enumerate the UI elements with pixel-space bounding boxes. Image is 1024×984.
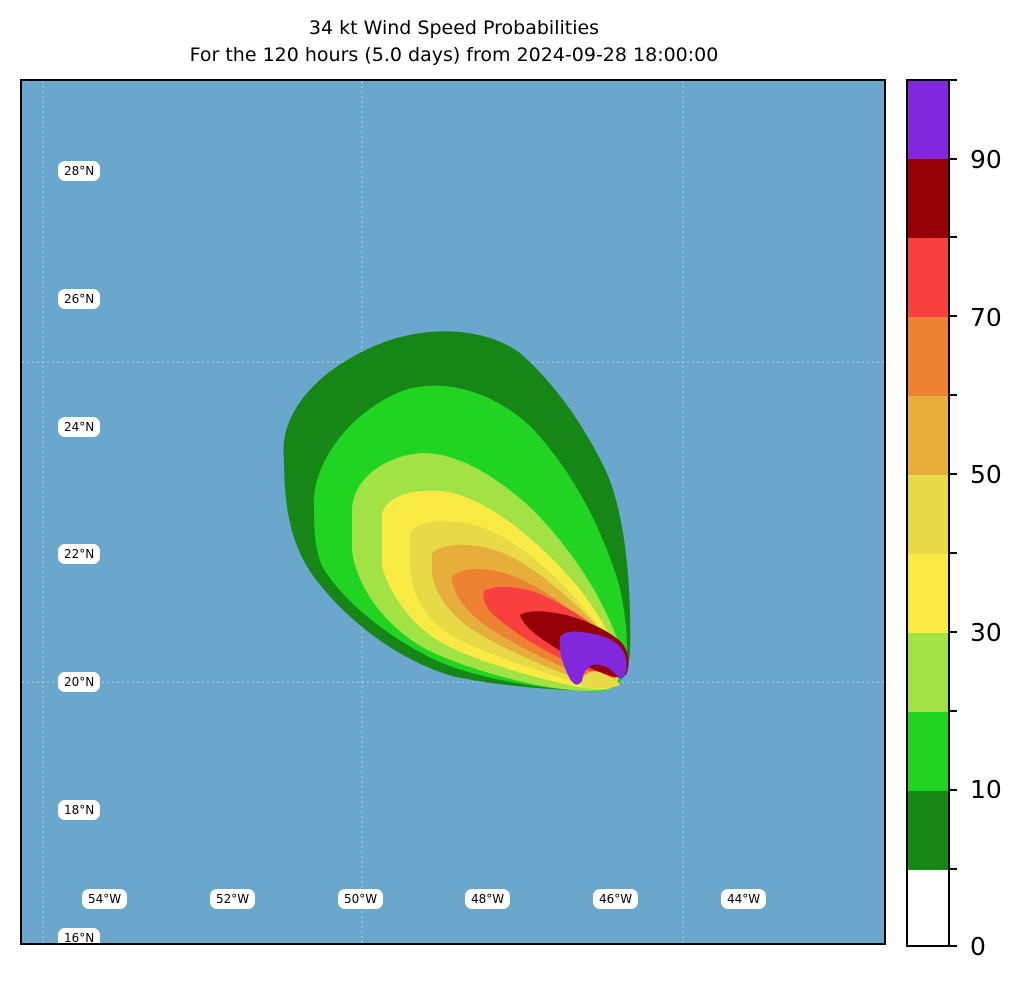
colorbar-segment-5-10	[908, 791, 948, 870]
map-layers	[22, 81, 884, 943]
colorbar-label-90: 90	[970, 145, 1002, 174]
colorbar-tick	[950, 631, 957, 633]
colorbar-tick	[950, 868, 957, 870]
colorbar-segment-0-5	[908, 870, 948, 945]
lat-label-16n: 16°N	[58, 928, 101, 943]
lat-label-20n: 20°N	[58, 672, 101, 692]
colorbar-segment-20-30	[908, 633, 948, 712]
colorbar-tick	[950, 710, 957, 712]
colorbar-segment-60-70	[908, 317, 948, 396]
lon-label-52w: 52°W	[210, 889, 256, 909]
lat-label-22n: 22°N	[58, 544, 101, 564]
colorbar-tick	[950, 789, 957, 791]
lon-label-50w: 50°W	[338, 889, 384, 909]
colorbar-tick	[950, 236, 957, 238]
colorbar-label-30: 30	[970, 618, 1002, 647]
colorbar-segment-10-20	[908, 712, 948, 791]
prob-band-90-100	[559, 631, 627, 685]
prob-notch	[582, 671, 620, 689]
colorbar-tick	[950, 473, 957, 475]
chart-subtitle: For the 120 hours (5.0 days) from 2024-0…	[189, 44, 719, 66]
lon-label-44w: 44°W	[721, 889, 767, 909]
colorbar-tick	[950, 394, 957, 396]
colorbar-segment-70-80	[908, 238, 948, 317]
colorbar-label-50: 50	[970, 460, 1002, 489]
colorbar-segment-80-90	[908, 159, 948, 238]
colorbar-tick	[950, 315, 957, 317]
lon-label-46w: 46°W	[593, 889, 639, 909]
colorbar-tick	[950, 945, 957, 947]
lat-label-24n: 24°N	[58, 417, 101, 437]
lon-label-48w: 48°W	[465, 889, 511, 909]
colorbar-tick	[950, 158, 957, 160]
colorbar-label-10: 10	[970, 775, 1002, 804]
lat-label-28n: 28°N	[58, 161, 101, 181]
colorbar-label-70: 70	[970, 303, 1002, 332]
chart-title: 34 kt Wind Speed Probabilities	[308, 17, 600, 39]
lon-label-54w: 54°W	[82, 889, 128, 909]
colorbar-segment-30-40	[908, 554, 948, 633]
colorbar-segment-90-100	[908, 81, 948, 159]
lat-label-26n: 26°N	[58, 289, 101, 309]
lat-label-18n: 18°N	[58, 800, 101, 820]
colorbar-tick	[950, 552, 957, 554]
colorbar-segment-40-50	[908, 475, 948, 554]
colorbar	[906, 79, 950, 947]
probability-map[interactable]: 28°N 26°N 24°N 22°N 20°N 18°N 16°N 54°W …	[20, 79, 886, 945]
colorbar-segment-50-60	[908, 396, 948, 475]
colorbar-label-0: 0	[970, 932, 986, 961]
colorbar-tick	[950, 79, 957, 81]
gridlines	[22, 81, 884, 943]
